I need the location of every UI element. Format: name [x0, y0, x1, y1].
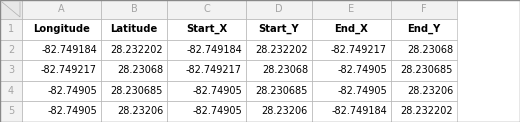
- Bar: [167, 19, 246, 40]
- Bar: [312, 101, 391, 122]
- Text: 28.230685: 28.230685: [256, 86, 308, 96]
- Bar: [101, 81, 167, 101]
- Text: Latitude: Latitude: [110, 24, 158, 34]
- Bar: [101, 0, 167, 19]
- Bar: [246, 0, 312, 19]
- Bar: [0, 19, 22, 40]
- Text: 28.232202: 28.232202: [255, 45, 308, 55]
- Text: Start_Y: Start_Y: [258, 24, 300, 34]
- Text: A: A: [58, 5, 65, 15]
- Text: -82.749217: -82.749217: [331, 45, 387, 55]
- Text: -82.74905: -82.74905: [192, 86, 242, 96]
- Text: 28.23206: 28.23206: [117, 106, 163, 116]
- Bar: [167, 81, 246, 101]
- Bar: [391, 60, 457, 81]
- Text: End_Y: End_Y: [407, 24, 440, 34]
- Bar: [22, 60, 101, 81]
- Text: 5: 5: [8, 106, 14, 116]
- Bar: [391, 101, 457, 122]
- Bar: [312, 40, 391, 60]
- Bar: [246, 40, 312, 60]
- Bar: [312, 60, 391, 81]
- Text: 28.230685: 28.230685: [111, 86, 163, 96]
- Text: -82.749184: -82.749184: [186, 45, 242, 55]
- Text: E: E: [348, 5, 355, 15]
- Text: 1: 1: [8, 24, 14, 34]
- Text: -82.749184: -82.749184: [41, 45, 97, 55]
- Text: 28.23068: 28.23068: [407, 45, 453, 55]
- Bar: [22, 101, 101, 122]
- Bar: [101, 19, 167, 40]
- Text: 28.23068: 28.23068: [117, 65, 163, 75]
- Text: F: F: [421, 5, 427, 15]
- Bar: [0, 60, 22, 81]
- Text: Longitude: Longitude: [33, 24, 90, 34]
- Bar: [101, 60, 167, 81]
- Bar: [0, 0, 22, 19]
- Text: -82.749217: -82.749217: [186, 65, 242, 75]
- Text: 2: 2: [8, 45, 14, 55]
- Bar: [167, 60, 246, 81]
- Bar: [312, 81, 391, 101]
- Bar: [101, 101, 167, 122]
- Text: -82.74905: -82.74905: [47, 86, 97, 96]
- Bar: [246, 101, 312, 122]
- Bar: [167, 0, 246, 19]
- Text: 28.232202: 28.232202: [400, 106, 453, 116]
- Bar: [391, 40, 457, 60]
- Bar: [0, 101, 22, 122]
- Bar: [0, 81, 22, 101]
- Bar: [22, 19, 101, 40]
- Text: 4: 4: [8, 86, 14, 96]
- Bar: [22, 0, 101, 19]
- Text: Start_X: Start_X: [186, 24, 227, 34]
- Bar: [391, 19, 457, 40]
- Text: 28.230685: 28.230685: [400, 65, 453, 75]
- Bar: [246, 19, 312, 40]
- Text: D: D: [275, 5, 283, 15]
- Bar: [167, 101, 246, 122]
- Text: 28.23206: 28.23206: [262, 106, 308, 116]
- Bar: [246, 60, 312, 81]
- Text: -82.749217: -82.749217: [41, 65, 97, 75]
- Bar: [101, 40, 167, 60]
- Text: End_X: End_X: [334, 24, 369, 34]
- Bar: [167, 40, 246, 60]
- Text: 28.232202: 28.232202: [110, 45, 163, 55]
- Bar: [312, 0, 391, 19]
- Text: 3: 3: [8, 65, 14, 75]
- Text: 28.23206: 28.23206: [407, 86, 453, 96]
- Text: -82.74905: -82.74905: [192, 106, 242, 116]
- Bar: [312, 19, 391, 40]
- Bar: [246, 81, 312, 101]
- Text: C: C: [203, 5, 210, 15]
- Text: -82.74905: -82.74905: [47, 106, 97, 116]
- Text: 28.23068: 28.23068: [262, 65, 308, 75]
- Text: -82.74905: -82.74905: [337, 86, 387, 96]
- Bar: [391, 81, 457, 101]
- Bar: [22, 40, 101, 60]
- Text: B: B: [131, 5, 137, 15]
- Bar: [0, 40, 22, 60]
- Text: -82.74905: -82.74905: [337, 65, 387, 75]
- Text: -82.749184: -82.749184: [331, 106, 387, 116]
- Bar: [391, 0, 457, 19]
- Bar: [22, 81, 101, 101]
